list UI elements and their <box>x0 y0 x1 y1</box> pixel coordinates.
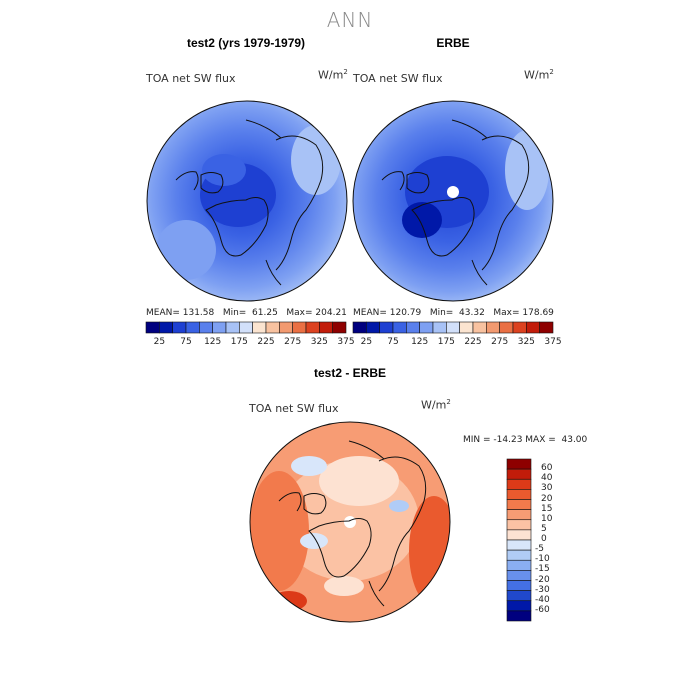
colorbar-swatch <box>265 321 280 334</box>
colorbar-tick-label: 75 <box>180 337 192 347</box>
colorbar-swatch <box>506 570 532 581</box>
colorbar-swatch <box>319 321 333 334</box>
unit-label: W/m2 <box>524 68 554 82</box>
polar-map-erbe <box>352 100 554 302</box>
colorbar-swatch <box>225 321 240 334</box>
colorbar-diff-label: 10 <box>541 513 553 524</box>
variable-label: TOA net SW flux <box>353 72 443 85</box>
stats-erbe: MEAN= 120.79 Min= 43.32 Max= 178.69 <box>353 308 554 318</box>
colorbar-tick-label: 125 <box>411 337 429 347</box>
colorbar-swatch <box>506 499 532 510</box>
colorbar-tick-label: 325 <box>517 337 535 347</box>
colorbar-tick-label: 375 <box>337 337 355 347</box>
colorbar-swatch <box>506 610 532 622</box>
colorbar-swatch <box>539 321 554 334</box>
colorbar-swatch <box>526 321 540 334</box>
colorbar-swatch <box>486 321 500 334</box>
stats-diff: MIN = -14.23 MAX = 43.00 <box>463 435 588 445</box>
colorbar-diff-labels: 60 40 30 20 15 10 5 0 -5 -10 -15 -20 -30 -40 -60 <box>535 459 575 621</box>
colorbar-swatch <box>506 478 532 490</box>
colorbar-swatch <box>239 321 253 334</box>
colorbar-swatch <box>332 321 347 334</box>
colorbar-tick-label: 375 <box>544 337 562 347</box>
colorbar-swatch <box>506 458 532 470</box>
unit-label: W/m2 <box>421 398 451 412</box>
colorbar-diff-label: -10 <box>535 554 550 565</box>
colorbar-swatch <box>366 321 380 334</box>
colorbar-swatch <box>252 321 267 334</box>
colorbar-diff-label: 40 <box>541 473 553 484</box>
colorbar-top-right <box>352 321 554 334</box>
colorbar-swatch <box>506 580 532 591</box>
colorbar-tick-label: 225 <box>464 337 482 347</box>
colorbar-swatch <box>506 529 532 541</box>
colorbar-ticks-left: 25 75 125 175 225 275 325 375 <box>146 337 355 349</box>
colorbar-swatch <box>506 519 532 531</box>
colorbar-diff-label: -20 <box>535 574 550 585</box>
colorbar-tick-label: 275 <box>284 337 302 347</box>
colorbar-diff-label: 30 <box>541 483 553 494</box>
colorbar-swatch <box>506 590 532 602</box>
colorbar-ticks-right: 25 75 125 175 225 275 325 375 <box>353 337 562 349</box>
colorbar-swatch <box>406 321 420 334</box>
colorbar-tick-label: 325 <box>310 337 328 347</box>
colorbar-swatch <box>506 559 532 571</box>
colorbar-swatch <box>392 321 407 334</box>
colorbar-diff-label: 15 <box>541 503 553 514</box>
colorbar-tick-label: 25 <box>153 337 166 347</box>
colorbar-tick-label: 125 <box>204 337 222 347</box>
colorbar-swatch <box>506 539 532 551</box>
colorbar-swatch <box>472 321 487 334</box>
variable-label: TOA net SW flux <box>249 402 339 415</box>
colorbar-swatch <box>159 321 173 334</box>
colorbar-tick-label: 225 <box>257 337 275 347</box>
stats-test2: MEAN= 131.58 Min= 61.25 Max= 204.21 <box>146 308 347 318</box>
colorbar-swatch <box>185 321 200 334</box>
colorbar-swatch <box>506 468 532 480</box>
colorbar-diff-label: -30 <box>535 584 550 595</box>
colorbar-swatch <box>379 321 394 334</box>
colorbar-swatch <box>432 321 447 334</box>
colorbar-top-left <box>145 321 347 334</box>
colorbar-diff-label: -5 <box>535 544 544 555</box>
colorbar-tick-label: 275 <box>491 337 509 347</box>
colorbar-swatch <box>506 489 532 500</box>
colorbar-swatch <box>305 321 320 334</box>
colorbar-diff-label: -15 <box>535 564 550 575</box>
colorbar-swatch <box>459 321 474 334</box>
colorbar-swatch <box>419 321 434 334</box>
colorbar-swatch <box>199 321 213 334</box>
colorbar-tick-label: 175 <box>230 337 248 347</box>
panel-title-erbe: ERBE <box>436 36 470 50</box>
colorbar-swatch <box>279 321 293 334</box>
colorbar-swatch <box>145 321 160 334</box>
colorbar-diff-label: 0 <box>541 534 547 544</box>
colorbar-swatch <box>506 600 532 612</box>
unit-label: W/m2 <box>318 68 348 82</box>
variable-label: TOA net SW flux <box>146 72 236 85</box>
colorbar-swatch <box>506 509 532 521</box>
polar-map-test2 <box>146 100 348 302</box>
colorbar-swatch <box>512 321 527 334</box>
panel-title-test2: test2 (yrs 1979-1979) <box>186 36 306 50</box>
colorbar-swatch <box>506 549 532 561</box>
colorbar-diff-label: 5 <box>541 523 547 534</box>
colorbar-swatch <box>172 321 187 334</box>
colorbar-tick-label: 25 <box>360 337 373 347</box>
colorbar-diff-label: -60 <box>535 604 550 615</box>
colorbar-tick-label: 175 <box>437 337 455 347</box>
polar-map-diff <box>249 421 451 623</box>
panel-title-diff: test2 - ERBE <box>313 366 387 380</box>
colorbar-swatch <box>292 321 307 334</box>
colorbar-swatch <box>499 321 514 334</box>
colorbar-swatch <box>446 321 460 334</box>
figure-title: ANN <box>326 8 374 32</box>
colorbar-diff-label: 20 <box>541 493 553 504</box>
colorbar-diff-label: 60 <box>541 463 553 474</box>
colorbar-diff-label: -40 <box>535 594 550 605</box>
colorbar-swatch <box>212 321 227 334</box>
colorbar-tick-label: 75 <box>387 337 399 347</box>
colorbar-swatch <box>352 321 367 334</box>
colorbar-diff <box>506 458 532 622</box>
